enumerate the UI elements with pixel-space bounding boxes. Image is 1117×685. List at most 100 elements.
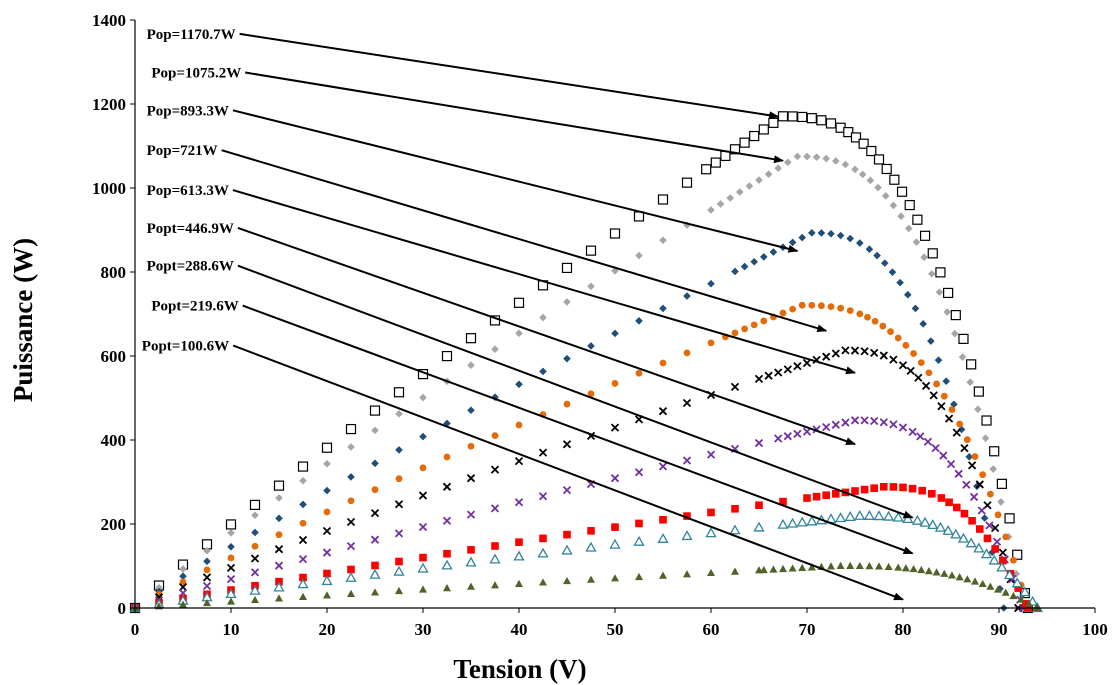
data-point [806, 515, 818, 526]
data-point [370, 535, 380, 544]
data-point [871, 317, 879, 325]
data-point [705, 527, 717, 538]
data-point [904, 199, 915, 211]
data-point [866, 176, 875, 185]
data-point [958, 333, 969, 344]
data-point [323, 569, 331, 578]
data-point [976, 525, 984, 533]
data-point [898, 361, 908, 370]
data-point [755, 501, 763, 510]
data-point [797, 111, 808, 123]
data-point [977, 506, 986, 515]
data-point [587, 575, 595, 583]
data-point [683, 221, 691, 229]
data-point [989, 446, 1000, 457]
data-point [562, 440, 572, 449]
data-point [933, 380, 940, 388]
data-point [225, 519, 237, 530]
data-point [393, 565, 405, 576]
data-point [1022, 600, 1030, 608]
data-point [806, 113, 817, 124]
series-points [130, 346, 1023, 613]
data-point [986, 490, 994, 498]
annotation-arrow [237, 264, 914, 519]
data-point [783, 432, 792, 441]
x-tick-label: 40 [511, 620, 528, 639]
data-point [978, 579, 987, 588]
data-point [831, 420, 840, 429]
data-point [870, 484, 878, 492]
data-point [910, 350, 917, 357]
data-point [864, 313, 871, 321]
data-point [846, 307, 854, 314]
data-point [635, 251, 643, 260]
data-point [969, 492, 979, 502]
data-point [611, 380, 619, 387]
data-point [873, 510, 885, 521]
data-point [856, 310, 864, 318]
data-point [273, 480, 285, 491]
data-point [710, 157, 721, 168]
data-point [707, 206, 715, 214]
data-point [822, 491, 830, 500]
data-point [870, 348, 879, 357]
data-point [299, 476, 307, 485]
data-point [996, 561, 1008, 572]
x-tick-label: 0 [131, 620, 140, 639]
data-point [611, 574, 619, 582]
annotation-label: Popt=288.6W [147, 259, 234, 275]
data-point [896, 278, 904, 287]
data-point [860, 485, 869, 494]
x-tick-label: 70 [799, 620, 816, 639]
data-point [798, 233, 806, 242]
data-point [825, 118, 837, 129]
data-point [846, 561, 855, 569]
data-point [919, 516, 931, 527]
data-point [491, 581, 499, 589]
data-point [986, 582, 995, 590]
axes: 0 200 400 600 800 1000 1200 1400 0 10 20 30 40 50 60 70… [92, 11, 1108, 639]
x-tick-label: 20 [319, 620, 336, 639]
data-point [851, 165, 859, 174]
data-point [371, 588, 379, 596]
data-point [731, 329, 739, 337]
data-point [659, 304, 667, 313]
data-point [635, 317, 643, 325]
y-tick-label: 1000 [92, 179, 126, 198]
data-point [514, 456, 524, 466]
data-point [683, 570, 691, 578]
data-point [784, 158, 792, 167]
data-point [836, 231, 845, 240]
data-point [917, 359, 925, 367]
data-point [227, 554, 235, 562]
data-point [750, 257, 758, 266]
data-point [394, 529, 404, 538]
data-point [796, 516, 808, 527]
data-point [879, 322, 887, 330]
data-point [585, 245, 597, 256]
data-point [901, 564, 910, 572]
data-point [818, 302, 825, 310]
data-point [417, 562, 429, 573]
data-point [419, 393, 427, 402]
data-point [610, 423, 620, 432]
data-point [980, 514, 989, 522]
y-tick-label: 1400 [92, 11, 126, 30]
data-point [924, 567, 933, 575]
data-point [994, 511, 1002, 519]
data-point [928, 489, 936, 498]
y-axis-title: Puissance (W) [8, 238, 38, 402]
data-point [753, 521, 765, 532]
data-point [538, 492, 548, 501]
data-point [774, 368, 783, 377]
data-point [345, 571, 357, 582]
data-point [442, 482, 452, 491]
annotation-arrow [245, 71, 784, 164]
data-point [563, 576, 571, 585]
annotation-label: Popt=100.6W [142, 339, 229, 355]
data-point [956, 420, 964, 428]
data-point [764, 371, 773, 380]
data-point [395, 410, 403, 418]
data-point [443, 583, 451, 592]
